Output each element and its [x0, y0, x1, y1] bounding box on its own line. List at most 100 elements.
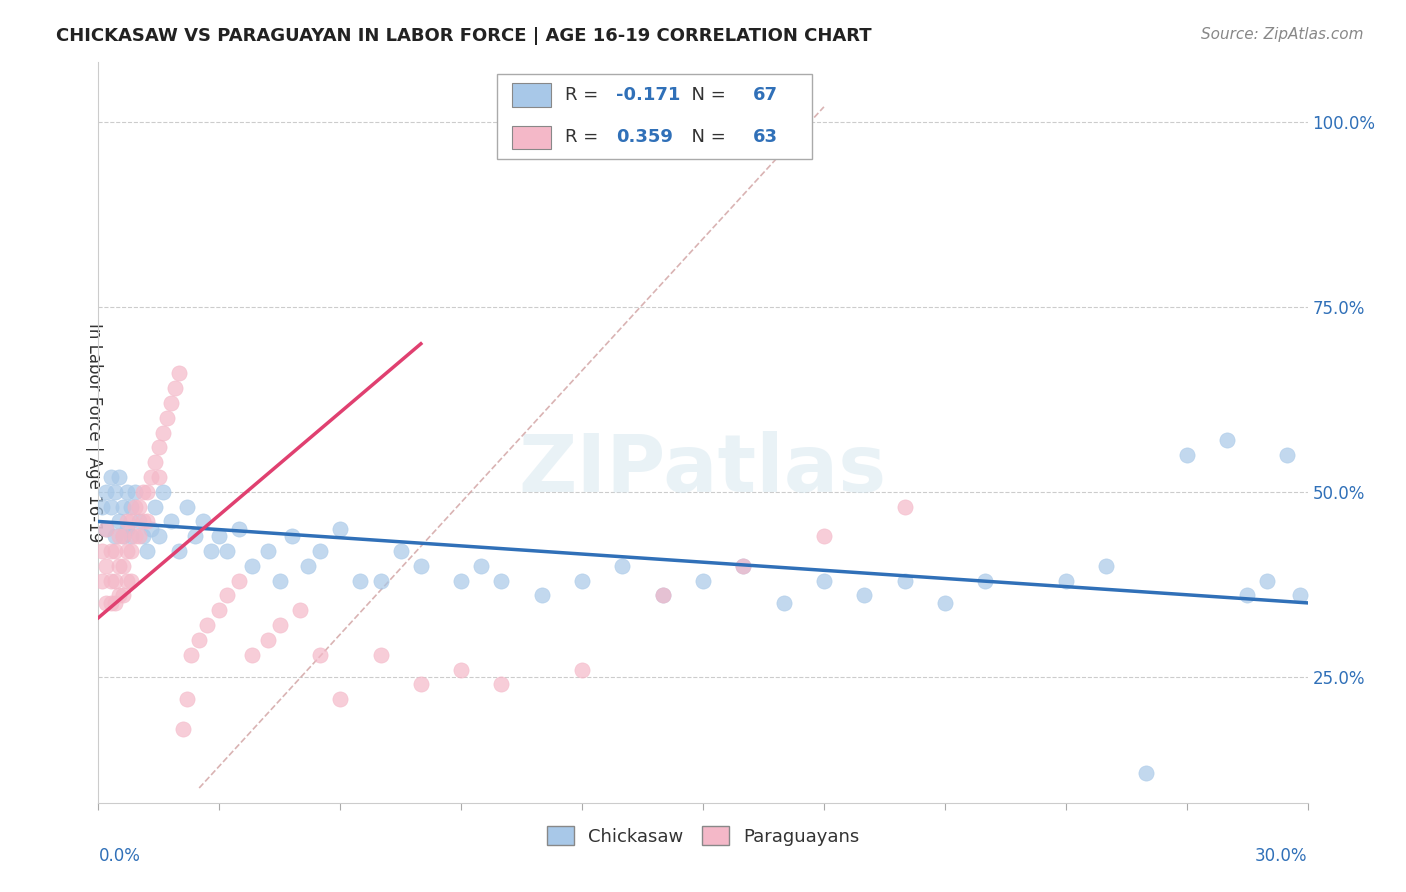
Point — [132, 484, 155, 499]
Text: 30.0%: 30.0% — [1256, 847, 1308, 865]
Point — [128, 500, 150, 514]
Point — [288, 603, 311, 617]
Point — [1288, 589, 1310, 603]
Point — [128, 515, 150, 529]
Point — [208, 603, 231, 617]
Point — [139, 470, 162, 484]
Point — [772, 596, 794, 610]
Text: N =: N = — [681, 128, 731, 146]
Point — [115, 484, 138, 499]
Text: ZIPatlas: ZIPatlas — [519, 431, 887, 508]
Point — [256, 632, 278, 647]
Point — [651, 589, 673, 603]
Point — [103, 484, 125, 499]
Point — [309, 544, 332, 558]
Point — [160, 515, 183, 529]
Point — [152, 425, 174, 440]
Point — [120, 515, 142, 529]
Point — [200, 544, 222, 558]
Point — [180, 648, 202, 662]
Point — [269, 618, 291, 632]
Text: CHICKASAW VS PARAGUAYAN IN LABOR FORCE | AGE 16-19 CORRELATION CHART: CHICKASAW VS PARAGUAYAN IN LABOR FORCE |… — [56, 27, 872, 45]
Point — [107, 470, 129, 484]
Point — [103, 574, 125, 588]
Point — [100, 574, 122, 588]
Point — [297, 558, 319, 573]
Point — [91, 574, 114, 588]
Point — [281, 529, 304, 543]
Point — [450, 574, 472, 588]
Point — [124, 500, 146, 514]
Point — [1277, 448, 1299, 462]
Point — [208, 529, 231, 543]
Point — [934, 596, 956, 610]
Point — [167, 367, 190, 381]
Point — [96, 596, 118, 610]
Point — [111, 500, 134, 514]
Point — [240, 648, 263, 662]
Point — [100, 544, 122, 558]
Point — [148, 470, 170, 484]
Point — [96, 522, 118, 536]
Text: 63: 63 — [752, 128, 778, 146]
Point — [370, 648, 392, 662]
Point — [135, 544, 157, 558]
Point — [491, 574, 513, 588]
Point — [188, 632, 211, 647]
Point — [132, 515, 155, 529]
Text: 0.359: 0.359 — [616, 128, 673, 146]
Point — [143, 500, 166, 514]
Point — [329, 692, 352, 706]
Point — [115, 522, 138, 536]
Point — [103, 544, 125, 558]
Point — [409, 677, 432, 691]
Point — [103, 529, 125, 543]
Text: -0.171: -0.171 — [616, 86, 681, 103]
Point — [256, 544, 278, 558]
Point — [470, 558, 492, 573]
Point — [176, 692, 198, 706]
Point — [228, 522, 250, 536]
Point — [1175, 448, 1198, 462]
Point — [160, 396, 183, 410]
Point — [853, 589, 876, 603]
Text: N =: N = — [681, 86, 731, 103]
Point — [111, 558, 134, 573]
Point — [124, 484, 146, 499]
Point — [172, 722, 194, 736]
Bar — [512, 83, 551, 106]
Point — [148, 441, 170, 455]
Point — [228, 574, 250, 588]
Point — [115, 544, 138, 558]
FancyBboxPatch shape — [498, 73, 811, 159]
Point — [132, 529, 155, 543]
Y-axis label: In Labor Force | Age 16-19: In Labor Force | Age 16-19 — [84, 323, 103, 542]
Point — [167, 544, 190, 558]
Point — [893, 574, 915, 588]
Point — [120, 544, 142, 558]
Point — [1216, 433, 1239, 447]
Point — [107, 558, 129, 573]
Text: 67: 67 — [752, 86, 778, 103]
Point — [893, 500, 915, 514]
Point — [651, 589, 673, 603]
Point — [103, 596, 125, 610]
Point — [1135, 766, 1157, 780]
Point — [571, 574, 593, 588]
Point — [96, 484, 118, 499]
Point — [389, 544, 412, 558]
Point — [349, 574, 371, 588]
Point — [176, 500, 198, 514]
Point — [139, 522, 162, 536]
Point — [111, 529, 134, 543]
Point — [309, 648, 332, 662]
Point — [1236, 589, 1258, 603]
Text: R =: R = — [565, 86, 605, 103]
Point — [107, 589, 129, 603]
Point — [115, 574, 138, 588]
Point — [124, 529, 146, 543]
Point — [143, 455, 166, 469]
Point — [111, 589, 134, 603]
Point — [733, 558, 755, 573]
Point — [269, 574, 291, 588]
